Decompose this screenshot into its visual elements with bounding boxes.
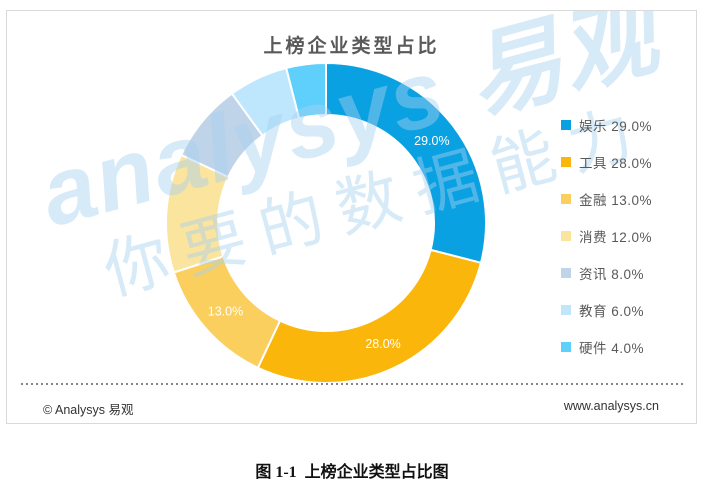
figure-caption: 图 1-1 上榜企业类型占比图: [255, 464, 449, 481]
slice-label-娱乐: 29.0%: [414, 134, 449, 148]
legend-swatch-icon: [561, 342, 571, 352]
legend-label: 硬件 4.0%: [579, 341, 645, 356]
legend-swatch-icon: [561, 120, 571, 130]
chart-card: 上榜企业类型占比 29.0% 28.0% 13.0% analysys 易观 你要的…: [6, 10, 697, 424]
legend-item-工具: 工具 28.0%: [561, 151, 652, 173]
website-url: www.analysys.cn: [563, 399, 659, 413]
chart-title: 上榜企业类型占比: [263, 36, 440, 57]
legend-label: 工具 28.0%: [579, 156, 653, 171]
donut-chart: 29.0% 28.0% 13.0%: [165, 61, 487, 384]
legend-label: 教育 6.0%: [579, 304, 645, 319]
legend-item-资讯: 资讯 8.0%: [561, 262, 652, 284]
copyright-text: © Analysys 易观: [43, 403, 134, 417]
slice-label-金融: 13.0%: [208, 305, 243, 319]
legend-label: 金融 13.0%: [579, 193, 653, 208]
legend-swatch-icon: [561, 305, 571, 315]
legend-label: 娱乐 29.0%: [579, 119, 653, 134]
slice-硬件: [284, 61, 327, 120]
legend-label: 消费 12.0%: [579, 230, 653, 245]
legend-item-金融: 金融 13.0%: [561, 188, 652, 210]
legend-item-硬件: 硬件 4.0%: [561, 336, 652, 358]
chart-legend: 娱乐 29.0% 工具 28.0% 金融 13.0% 消费 12.0% 资讯 8.0% 教…: [561, 114, 652, 358]
legend-swatch-icon: [561, 268, 571, 278]
dotted-divider: [21, 383, 683, 385]
legend-swatch-icon: [561, 157, 571, 167]
slice-娱乐: [325, 61, 487, 265]
legend-item-娱乐: 娱乐 29.0%: [561, 114, 652, 136]
legend-swatch-icon: [561, 231, 571, 241]
legend-swatch-icon: [561, 194, 571, 204]
legend-item-教育: 教育 6.0%: [561, 299, 652, 321]
legend-item-消费: 消费 12.0%: [561, 225, 652, 247]
slice-工具: [256, 248, 483, 384]
legend-label: 资讯 8.0%: [579, 267, 645, 282]
chart-footer: © Analysys 易观 www.analysys.cn: [7, 399, 696, 418]
slice-label-工具: 28.0%: [365, 337, 400, 351]
